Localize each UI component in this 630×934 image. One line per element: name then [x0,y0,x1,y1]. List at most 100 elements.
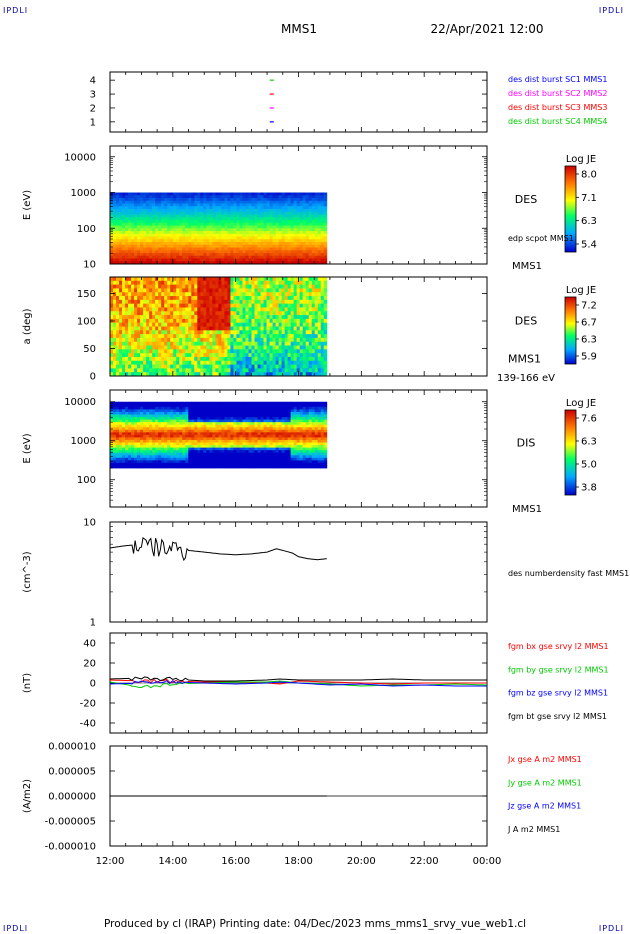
spectrogram-cell [215,445,219,449]
spectrogram-cell [167,334,171,339]
spectrogram-cell [167,442,171,446]
spectrogram-cell [200,288,204,293]
spectrogram-cell [269,284,273,289]
spectrogram-cell [296,233,301,237]
spectrogram-cell [140,217,144,221]
spectrogram-cell [137,222,141,226]
spectrogram-cell [284,280,289,286]
spectrogram-cell [155,356,159,362]
spectrogram-cell [116,442,120,446]
spectrogram-cell [155,222,159,226]
spectrogram-cell [170,452,174,456]
spectrogram-cell [275,296,280,301]
spectrogram-cell [128,437,132,441]
spectrogram-cell [179,429,183,433]
spectrogram-cell [242,220,246,224]
spectrogram-cell [311,217,316,221]
spectrogram-cell [221,231,225,235]
spectrogram-cell [209,422,213,426]
spectrogram-cell [257,242,261,246]
spectrogram-cell [212,250,216,254]
spectrogram-cell [239,345,243,350]
spectrogram-cell [245,296,249,301]
spectrogram-cell [131,311,135,316]
spectrogram-cell [296,206,301,210]
spectrogram-cell [293,372,298,377]
spectrogram-cell [167,322,171,327]
spectrogram-cell [134,401,138,405]
spectrogram-cell [185,452,189,456]
spectrogram-cell [125,452,129,456]
colorbar-title: Log JE [566,154,596,165]
spectrogram-cell [299,288,304,293]
spectrogram-cell [191,349,195,354]
spectrogram-cell [158,239,162,243]
spectrogram-cell [284,326,289,331]
spectrogram-cell [272,225,276,229]
spectrogram-cell [164,429,168,433]
spectrogram-cell [200,292,204,297]
spectrogram-cell [212,231,216,235]
spectrogram-cell [149,422,153,426]
spectrogram-cell [209,337,213,343]
spectrogram-cell [212,434,216,438]
spectrogram-cell [266,242,270,246]
spectrogram-cell [149,349,153,354]
spectrogram-cell [206,457,210,461]
spectrogram-cell [212,353,216,358]
spectrogram-cell [146,409,150,413]
spectrogram-cell [248,206,252,210]
spectrogram-cell [230,247,234,251]
spectrogram-cell [239,211,243,215]
spectrogram-cell [233,322,237,327]
spectrogram-cell [116,258,120,262]
spectrogram-cell [263,211,267,215]
spectrogram-cell [269,225,273,229]
spectrogram-cell [167,292,171,297]
spectrogram-cell [212,326,216,331]
spectrogram-cell [164,284,168,289]
spectrogram-cell [227,195,231,199]
spectrogram-cell [143,292,147,297]
spectrogram-cell [296,203,301,207]
spectrogram-cell [266,356,270,362]
spectrogram-cell [113,445,117,449]
spectrogram-cell [296,296,301,301]
spectrogram-cell [200,198,204,202]
spectrogram-cell [128,258,132,262]
spectrogram-cell [242,217,246,221]
spectrogram-cell [137,409,141,413]
spectrogram-cell [203,303,207,308]
spectrogram-cell [125,345,129,350]
spectrogram-cell [269,192,273,196]
spectrogram-cell [110,409,114,413]
spectrogram-cell [152,231,156,235]
spectrogram-cell [206,432,210,436]
spectrogram-cell [146,318,150,324]
spectrogram-cell [263,360,267,365]
spectrogram-cell [287,349,292,354]
spectrogram-cell [143,427,147,431]
spectrogram-cell [308,225,313,229]
spectrogram-cell [275,372,280,377]
spectrogram-cell [167,422,171,426]
spectrogram-cell [197,303,201,308]
spectrogram-cell [221,299,225,305]
spectrogram-cell [173,437,177,441]
spectrogram-cell [293,349,298,354]
spectrogram-cell [203,192,207,196]
spectrogram-cell [323,261,328,265]
spectrogram-cell [215,261,219,265]
spectrogram-cell [266,203,270,207]
spectrogram-cell [275,222,280,226]
spectrogram-cell [200,356,204,362]
spectrogram-cell [173,217,177,221]
spectrogram-cell [221,284,225,289]
spectrogram-cell [185,447,189,451]
spectrogram-cell [197,211,201,215]
spectrogram-cell [158,424,162,428]
spectrogram-cell [314,233,319,237]
spectrogram-cell [314,337,319,343]
spectrogram-cell [194,450,198,454]
spectrogram-cell [179,462,183,466]
